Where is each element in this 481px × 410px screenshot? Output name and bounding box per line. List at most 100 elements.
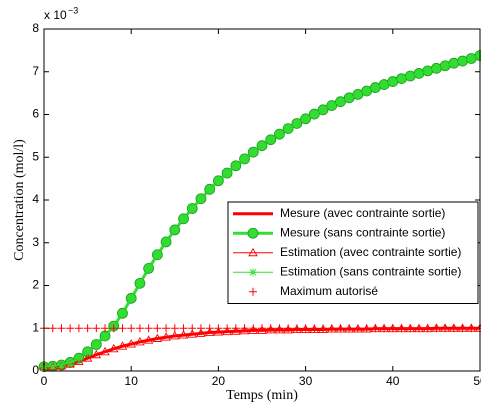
- x-tick-label: 50: [473, 374, 481, 388]
- marker-plus: [319, 324, 328, 333]
- y-tick-label: 6: [32, 107, 39, 121]
- marker-asterisk: [118, 309, 127, 318]
- marker-plus: [162, 324, 171, 333]
- x-axis-label: Temps (min): [226, 388, 298, 403]
- marker-triangle: [257, 325, 267, 334]
- marker-plus: [258, 324, 266, 333]
- marker-asterisk: [240, 154, 249, 163]
- marker-triangle: [222, 326, 232, 336]
- marker-plus: [188, 324, 197, 333]
- y-tick-label: 3: [32, 235, 39, 249]
- marker-plus: [345, 324, 354, 333]
- marker-plus: [101, 324, 110, 333]
- legend-label: Maximum autorisé: [280, 284, 378, 298]
- legend-label: Mesure (sans contrainte sortie): [280, 225, 445, 239]
- marker-asterisk: [371, 83, 380, 92]
- marker-plus: [284, 324, 293, 333]
- marker-asterisk: [414, 69, 423, 78]
- marker-triangle: [108, 343, 119, 353]
- marker-asterisk: [467, 54, 476, 63]
- marker-plus: [388, 324, 397, 333]
- marker-triangle: [65, 359, 75, 368]
- marker-plus: [336, 324, 345, 333]
- marker-plus: [301, 324, 310, 333]
- marker-asterisk: [249, 148, 258, 157]
- marker-asterisk: [48, 362, 57, 371]
- marker-plus: [118, 324, 127, 333]
- marker-asterisk: [83, 347, 92, 356]
- marker-asterisk: [310, 110, 319, 119]
- y-tick-label: 7: [32, 64, 39, 78]
- marker-plus: [153, 324, 162, 333]
- marker-triangle: [117, 341, 128, 350]
- marker-triangle: [82, 353, 93, 362]
- marker-asterisk: [362, 86, 371, 95]
- marker-asterisk: [170, 225, 179, 234]
- y-tick-label: 2: [32, 278, 39, 292]
- y-multiplier: x 10: [44, 8, 67, 22]
- marker-asterisk: [162, 237, 171, 246]
- marker-plus: [449, 324, 458, 333]
- marker-asterisk: [231, 161, 240, 170]
- y-axis-label: Concentration (mol/l): [12, 139, 27, 261]
- marker-triangle: [309, 324, 320, 333]
- y-tick-label: 1: [32, 320, 39, 334]
- marker-triangle: [213, 327, 224, 336]
- marker-asterisk: [319, 105, 328, 114]
- marker-plus: [74, 324, 83, 333]
- marker-triangle: [300, 324, 311, 333]
- marker-plus: [179, 324, 188, 333]
- legend-label: Estimation (avec contrainte sortie): [280, 245, 461, 259]
- legend-label: Mesure (avec contrainte sortie): [280, 206, 445, 220]
- marker-triangle: [239, 325, 250, 335]
- marker-plus: [231, 324, 240, 333]
- marker-circle: [247, 227, 259, 239]
- marker-plus: [205, 324, 214, 333]
- marker-triangle: [74, 356, 84, 366]
- marker-asterisk: [353, 90, 362, 99]
- marker-triangle: [248, 247, 258, 257]
- marker-asterisk: [406, 72, 415, 81]
- marker-asterisk: [135, 279, 144, 288]
- marker-asterisk: [380, 80, 389, 89]
- marker-plus: [170, 324, 179, 333]
- marker-asterisk: [57, 361, 66, 370]
- marker-triangle: [318, 324, 328, 333]
- marker-triangle: [283, 325, 293, 334]
- marker-plus: [135, 324, 144, 333]
- marker-triangle: [161, 332, 171, 341]
- marker-triangle: [143, 335, 154, 344]
- marker-asterisk: [266, 135, 275, 144]
- marker-plus: [353, 324, 362, 333]
- marker-plus: [249, 324, 258, 333]
- legend: Mesure (avec contrainte sortie) Mesure (s…: [227, 201, 479, 304]
- legend-label: Estimation (sans contrainte sortie): [280, 264, 461, 278]
- marker-asterisk: [275, 130, 284, 139]
- plot-frame: [43, 28, 481, 372]
- marker-plus: [144, 324, 153, 333]
- marker-asterisk: [441, 61, 450, 70]
- marker-asterisk: [284, 124, 293, 133]
- marker-plus: [371, 324, 380, 333]
- marker-plus: [196, 324, 205, 333]
- marker-asterisk: [388, 77, 397, 86]
- marker-triangle: [187, 329, 198, 338]
- marker-plus: [240, 324, 249, 333]
- marker-asterisk: [397, 74, 406, 83]
- marker-plus: [310, 324, 319, 333]
- marker-asterisk: [423, 66, 432, 75]
- marker-triangle: [178, 330, 189, 339]
- marker-asterisk: [66, 358, 75, 367]
- marker-asterisk: [292, 119, 301, 128]
- marker-asterisk: [196, 194, 205, 203]
- marker-plus: [292, 324, 301, 333]
- marker-plus: [458, 324, 467, 333]
- x-tick-label: 40: [386, 374, 400, 388]
- marker-plus: [48, 324, 57, 333]
- y-tick-label: 8: [32, 21, 39, 35]
- marker-plus: [467, 324, 476, 333]
- marker-asterisk: [214, 176, 223, 185]
- marker-asterisk: [249, 268, 257, 277]
- marker-plus: [83, 324, 92, 333]
